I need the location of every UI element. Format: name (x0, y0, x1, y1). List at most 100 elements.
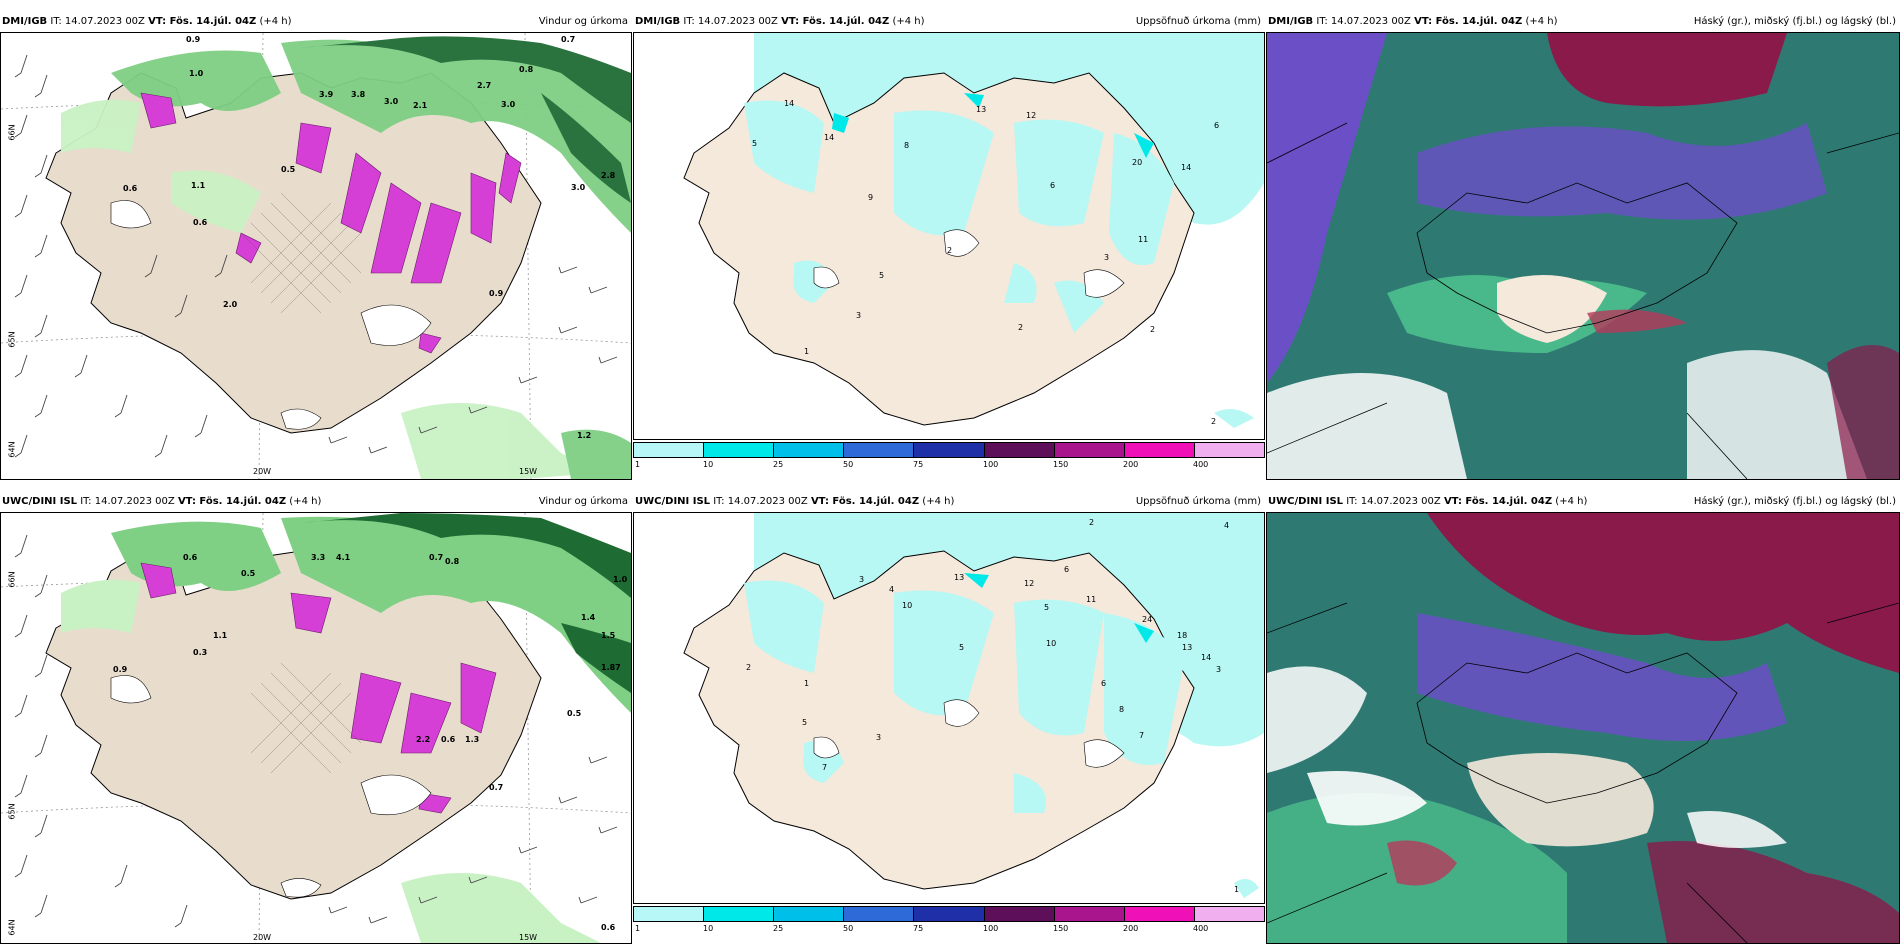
colorbar-swatch (984, 907, 1055, 921)
accum-precip-map: 14 13 12 5 14 8 9 6 6 20 14 11 2 5 3 1 2… (633, 32, 1265, 440)
precip-value: 1.1 (213, 631, 228, 640)
precip-value: 1.1 (191, 181, 206, 190)
precip-value: 20 (1132, 158, 1143, 167)
precip-value: 0.7 (561, 35, 576, 44)
accum-precip-map: 2 4 3 4 10 13 12 6 5 11 24 18 13 14 3 5 … (633, 512, 1265, 904)
colorbar-swatch (1124, 443, 1195, 457)
map-canvas (1267, 33, 1899, 479)
precip-value: 5 (959, 643, 965, 652)
panel-title: Vindur og úrkoma (538, 16, 628, 27)
init-time: IT: 14.07.2023 00Z (1346, 496, 1441, 507)
precip-value: 2.0 (223, 300, 238, 309)
precip-value: 2.1 (413, 101, 428, 110)
colorbar-tick: 150 (1053, 460, 1069, 469)
precip-colorbar: 1 10 25 50 75 100 150 200 400 (633, 906, 1265, 934)
lat-label: 64N (7, 919, 17, 936)
precip-value: 13 (1182, 643, 1193, 652)
precip-value: 4 (1224, 521, 1230, 530)
precip-value: 0.5 (241, 569, 256, 578)
colorbar-tick: 1 (635, 460, 641, 469)
init-time: IT: 14.07.2023 00Z (1316, 16, 1411, 27)
panel-header: DMI/IGB IT: 14.07.2023 00Z VT: Fös. 14.j… (0, 10, 632, 32)
precip-value: 14 (1201, 653, 1212, 662)
colorbar-tick: 75 (913, 460, 924, 469)
colorbar-tick: 100 (983, 924, 999, 933)
precip-value: 11 (1086, 595, 1097, 604)
colorbar-swatch (634, 443, 705, 457)
precip-value: 2 (746, 663, 752, 672)
precip-value: 2 (1089, 518, 1095, 527)
lon-label: 15W (519, 933, 538, 942)
colorbar-swatch (634, 907, 705, 921)
precip-value: 3 (876, 733, 882, 742)
precip-value: 0.9 (113, 665, 128, 674)
model-name: DMI/IGB (635, 16, 681, 27)
colorbar-swatch (774, 443, 845, 457)
wind-precip-map: 66N 65N 64N 20W 15W 0.9 1.0 0.7 3.9 3.8 … (0, 32, 632, 480)
colorbar-swatch (704, 907, 775, 921)
precip-value: 2.7 (477, 81, 492, 90)
valid-time: VT: Fös. 14.júl. 04Z (810, 496, 920, 507)
precip-value: 3.9 (319, 90, 334, 99)
precip-value: 13 (954, 573, 965, 582)
precip-colorbar: 1 10 25 50 75 100 150 200 400 (633, 442, 1265, 470)
colorbar-tick: 50 (843, 924, 854, 933)
panel-wind-precip-dmi: DMI/IGB IT: 14.07.2023 00Z VT: Fös. 14.j… (0, 10, 632, 480)
precip-value: 10 (1046, 639, 1057, 648)
precip-value: 6 (1101, 679, 1107, 688)
precip-value: 24 (1142, 615, 1153, 624)
precip-value: 14 (824, 133, 835, 142)
colorbar-swatch (1054, 907, 1125, 921)
colorbar-tick: 200 (1123, 924, 1139, 933)
colorbar-tick: 10 (703, 460, 714, 469)
precip-value: 3 (856, 311, 862, 320)
map-canvas (634, 513, 1264, 903)
lead-time: (+4 h) (259, 16, 292, 27)
panel-title: Háský (gr.), miðský (fj.bl.) og lágský (… (1693, 16, 1896, 27)
precip-value: 8 (1119, 705, 1125, 714)
precip-value: 2.8 (601, 171, 616, 180)
precip-value: 4 (889, 585, 895, 594)
colorbar-swatch (914, 907, 985, 921)
precip-value: 12 (1024, 579, 1035, 588)
lat-label: 65N (7, 803, 17, 820)
map-canvas (1, 513, 631, 943)
colorbar-swatch (1054, 443, 1125, 457)
precip-value: 1.5 (601, 631, 616, 640)
valid-time: VT: Fös. 14.júl. 04Z (177, 496, 287, 507)
lead-time: (+4 h) (922, 496, 955, 507)
panel-header: UWC/DINI ISL IT: 14.07.2023 00Z VT: Fös.… (633, 490, 1265, 512)
precip-value: 1.87 (601, 663, 621, 672)
precip-value: 3.3 (311, 553, 326, 562)
precip-value: 2 (1150, 325, 1156, 334)
init-time: IT: 14.07.2023 00Z (713, 496, 808, 507)
init-time: IT: 14.07.2023 00Z (683, 16, 778, 27)
precip-value: 0.6 (193, 218, 208, 227)
valid-time: VT: Fös. 14.júl. 04Z (781, 16, 890, 27)
panel-title: Vindur og úrkoma (538, 496, 628, 507)
precip-value: 0.7 (429, 553, 444, 562)
precip-value: 0.6 (123, 184, 138, 193)
valid-time: VT: Fös. 14.júl. 04Z (148, 16, 257, 27)
panel-accum-precip-dmi: DMI/IGB IT: 14.07.2023 00Z VT: Fös. 14.j… (633, 10, 1265, 469)
wind-precip-map: 66N 65N 64N 20W 15W 0.6 0.5 3.3 4.1 0.7 … (0, 512, 632, 944)
precip-value: 3 (1216, 665, 1222, 674)
precip-value: 1.4 (581, 613, 596, 622)
colorbar-swatches (633, 906, 1265, 922)
precip-value: 7 (1139, 731, 1145, 740)
precip-value: 0.8 (519, 65, 534, 74)
precip-value: 12 (1026, 111, 1037, 120)
colorbar-tick: 400 (1193, 460, 1209, 469)
precip-value: 5 (879, 271, 885, 280)
colorbar-tick: 50 (843, 460, 854, 469)
precip-value: 1 (804, 679, 810, 688)
precip-value: 0.5 (281, 165, 296, 174)
colorbar-swatch (1194, 443, 1264, 457)
lead-time: (+4 h) (892, 16, 925, 27)
valid-time: VT: Fös. 14.júl. 04Z (1414, 16, 1523, 27)
precip-value: 14 (1181, 163, 1192, 172)
lat-label: 66N (7, 124, 17, 141)
init-time: IT: 14.07.2023 00Z (80, 496, 175, 507)
colorbar-tick: 75 (913, 924, 924, 933)
precip-value: 6 (1064, 565, 1070, 574)
